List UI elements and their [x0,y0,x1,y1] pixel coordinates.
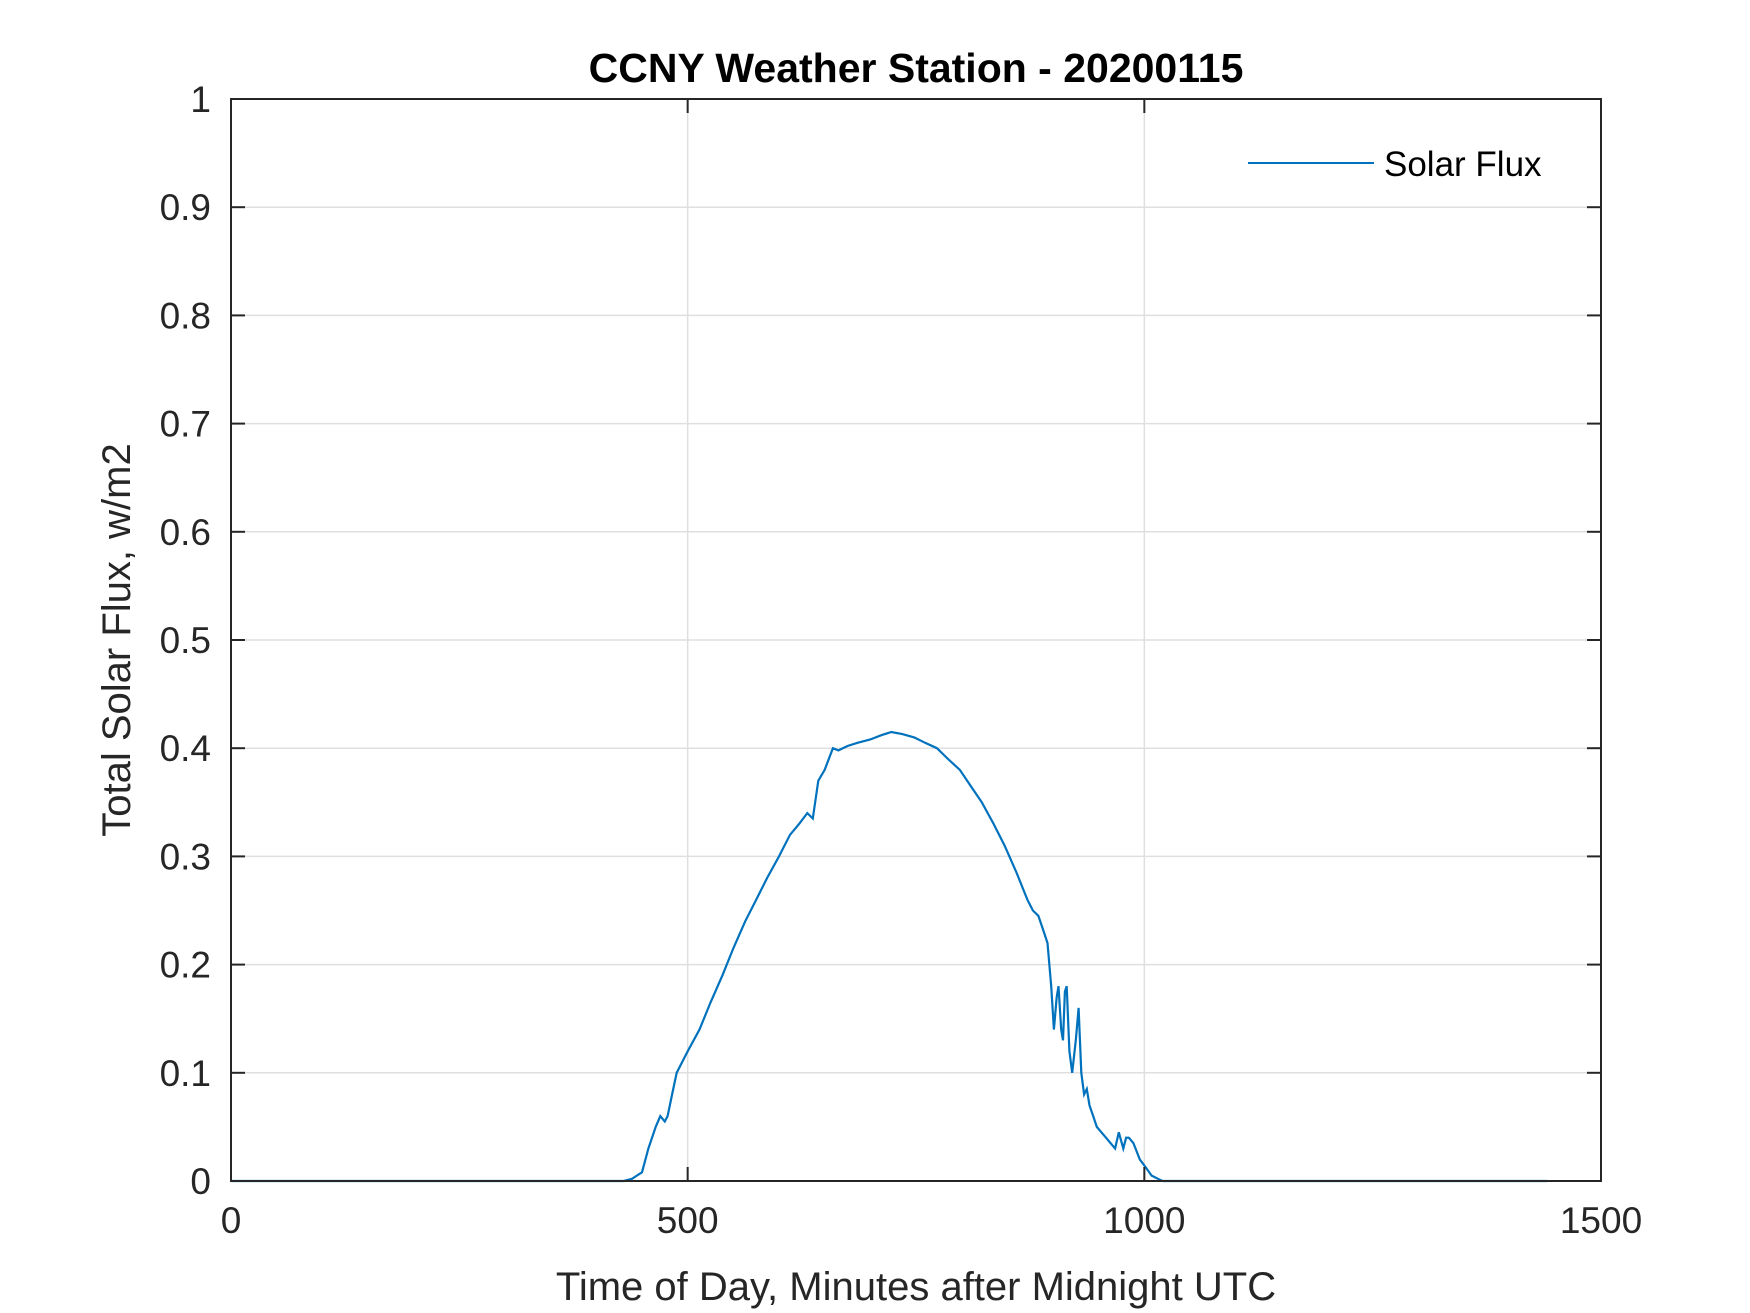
y-tick-label: 0.8 [160,295,211,336]
y-tick-label: 0.6 [160,512,211,553]
x-tick-label: 1500 [1560,1200,1642,1241]
x-tick-labels: 0 500 1000 1500 [221,1200,1642,1241]
y-tick-label: 0.3 [160,836,211,877]
x-axis-label: Time of Day, Minutes after Midnight UTC [556,1265,1276,1309]
series-line-solar-flux [231,730,1548,1183]
x-tick-label: 500 [657,1200,719,1241]
x-tick-label: 1000 [1103,1200,1185,1241]
x-tick-label: 0 [221,1200,242,1241]
y-tick-label: 0 [190,1161,211,1202]
chart-title: CCNY Weather Station - 20200115 [589,45,1244,91]
grid-lines [231,99,1601,1181]
legend-label-solar-flux: Solar Flux [1384,145,1542,184]
y-tick-label: 0.5 [160,620,211,661]
y-tick-label: 0.9 [160,187,211,228]
legend: Solar Flux [1248,145,1542,184]
y-tick-label: 0.1 [160,1053,211,1094]
y-tick-label: 0.7 [160,404,211,445]
y-axis-label: Total Solar Flux, w/m2 [95,443,139,836]
tick-marks [230,98,1602,1182]
y-tick-labels: 0 0.1 0.2 0.3 0.4 0.5 0.6 0.7 0.8 0.9 1 [160,79,211,1202]
y-tick-label: 0.2 [160,945,211,986]
y-tick-label: 1 [190,79,211,120]
y-tick-label: 0.4 [160,728,211,769]
